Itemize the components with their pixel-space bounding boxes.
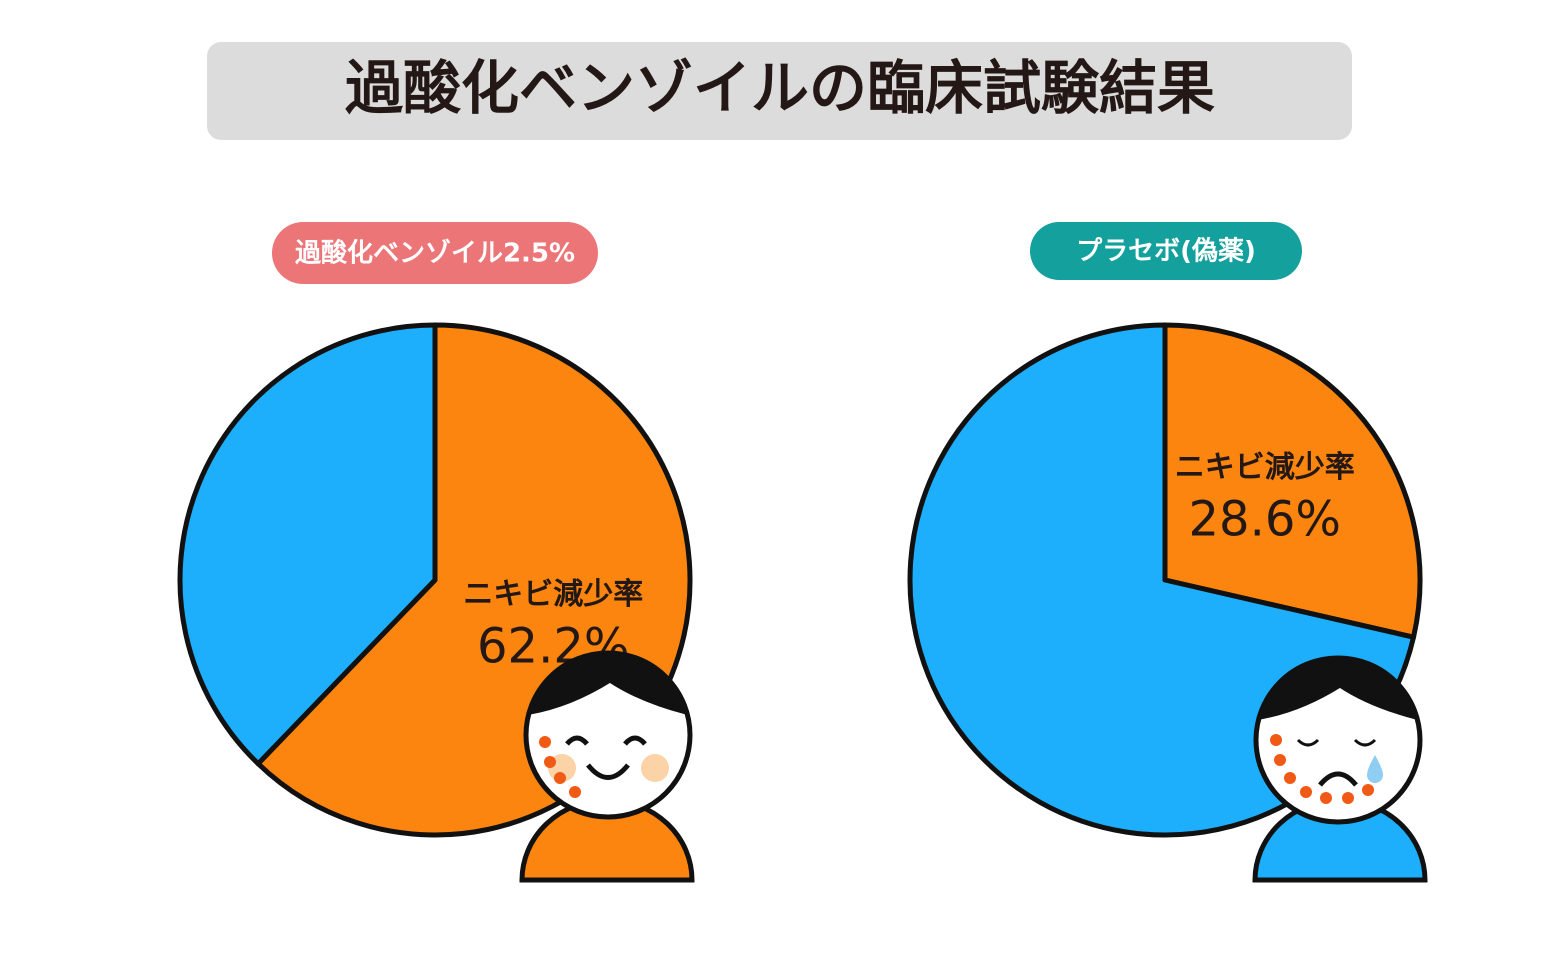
pie-slice <box>177 322 438 767</box>
label-pill <box>272 222 598 284</box>
pie-slice <box>1162 322 1423 640</box>
page-title: 過酸化ベンゾイルの臨床試験結果 <box>345 54 1215 122</box>
pie-title: 過酸化ベンゾイル2.5% <box>295 238 575 269</box>
title-bar <box>207 42 1352 140</box>
slice-value: 28.6% <box>1189 492 1341 548</box>
slice-label: ニキビ減少率 <box>1175 450 1355 485</box>
sad-face <box>1252 655 1428 883</box>
pie-title: プラセボ(偽薬) <box>1076 237 1256 267</box>
happy-face <box>519 650 695 883</box>
label-pill <box>1030 222 1302 280</box>
slice-label: ニキビ減少率 <box>463 577 643 612</box>
